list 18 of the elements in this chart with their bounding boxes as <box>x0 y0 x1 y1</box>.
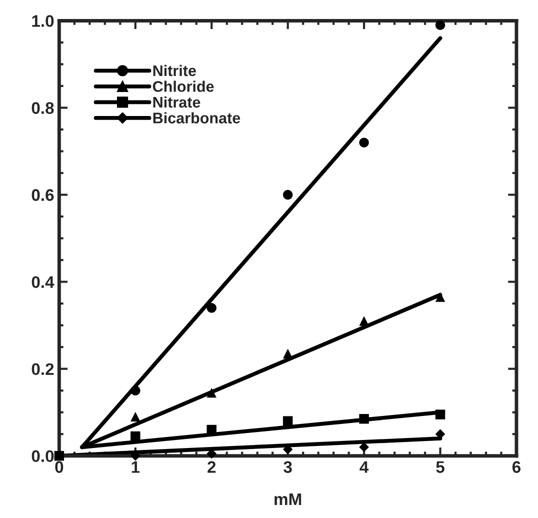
x-tick-label: 5 <box>436 461 444 473</box>
x-tick-label: 1 <box>132 461 140 473</box>
x-tick-label: 6 <box>512 461 521 473</box>
y-tick-label: 0.0 <box>32 450 54 462</box>
x-tick-label: 0 <box>55 461 64 473</box>
x-tick-label: 3 <box>284 461 292 473</box>
x-tick-label: 2 <box>208 461 216 473</box>
y-tick-label: 0.8 <box>32 102 54 114</box>
legend-label: Bicarbonate <box>153 112 240 124</box>
y-tick-label: 0.6 <box>32 189 54 201</box>
x-axis-title: mM <box>274 494 302 505</box>
legend-label: Nitrite <box>153 64 196 76</box>
y-tick-label: 0.4 <box>32 276 54 288</box>
x-tick-label: 4 <box>360 461 369 473</box>
y-tick-label: 1.0 <box>32 15 54 27</box>
y-tick-label: 0.2 <box>32 363 54 376</box>
legend-label: Chloride <box>152 80 214 92</box>
legend-label: Nitrate <box>153 96 200 108</box>
